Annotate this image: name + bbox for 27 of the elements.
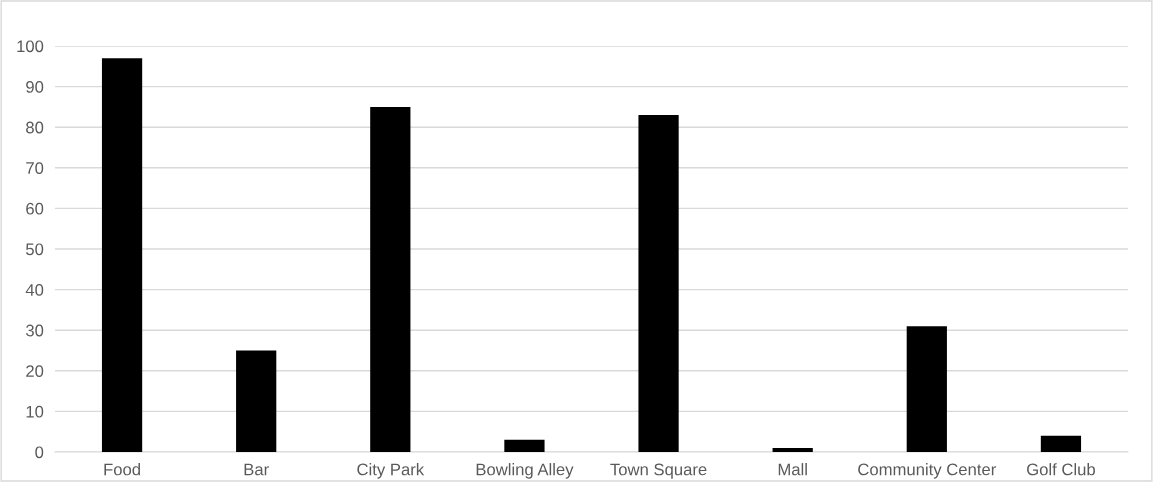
y-tick-label: 20 — [26, 365, 44, 377]
y-tick-label: 100 — [17, 40, 44, 53]
y-tick-label: 10 — [26, 405, 44, 418]
y-tick-label: 60 — [26, 202, 44, 215]
bar — [906, 326, 947, 452]
x-tick-label: Food — [104, 463, 140, 476]
x-tick-label: Golf Club — [1027, 463, 1095, 476]
y-tick-label: 0 — [35, 446, 44, 459]
y-tick-label: 30 — [25, 324, 44, 337]
bar — [370, 106, 411, 452]
bar — [236, 350, 277, 452]
x-tick-label: Bowling Alley — [476, 463, 574, 479]
bar — [101, 58, 143, 452]
x-tick-label: Community Center — [858, 463, 997, 479]
bar — [504, 439, 545, 452]
y-tick-label: 70 — [26, 162, 44, 174]
x-tick-label: Town Square — [610, 463, 707, 479]
y-tick-label: 50 — [26, 243, 44, 256]
x-tick-label: City Park — [357, 463, 425, 479]
x-tick-label: Mall — [778, 463, 807, 476]
bar — [772, 447, 813, 452]
y-tick-label: 80 — [26, 121, 44, 134]
y-tick-label: 40 — [25, 284, 44, 296]
x-tick-label: Bar — [244, 463, 269, 476]
bar — [638, 115, 679, 452]
y-tick-label: 90 — [26, 81, 44, 93]
bar — [1040, 435, 1082, 452]
